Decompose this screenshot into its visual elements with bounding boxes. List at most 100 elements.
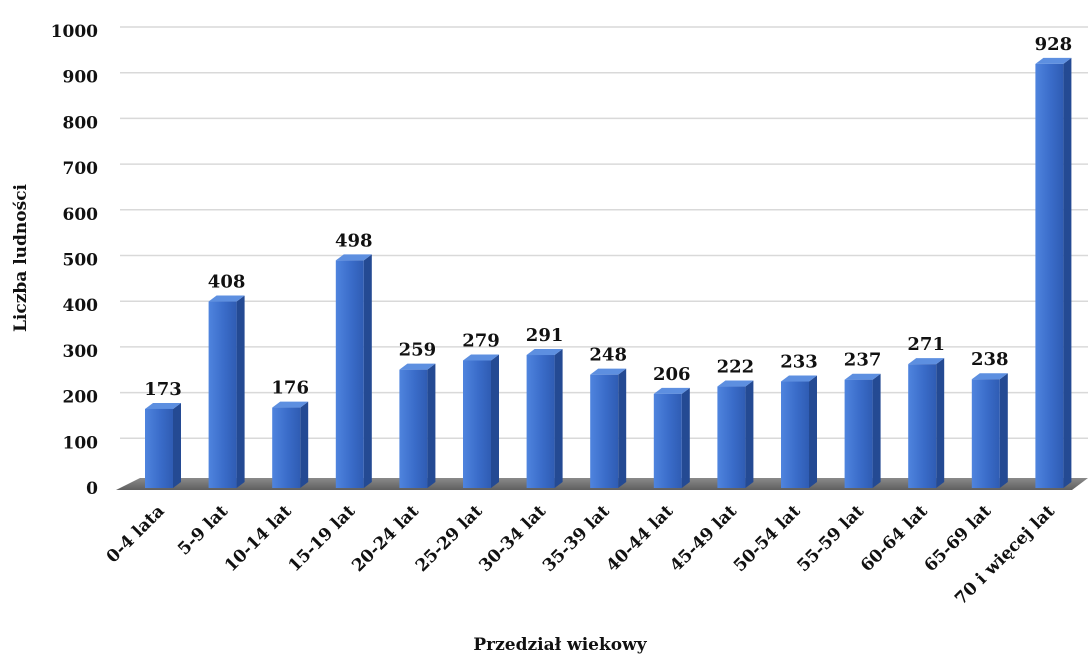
- bar-side: [681, 387, 690, 488]
- y-tick-label: 100: [63, 433, 99, 453]
- bar-front: [844, 379, 873, 488]
- bar-top: [971, 373, 1008, 380]
- bar-top: [781, 375, 817, 382]
- bar: [1035, 57, 1072, 489]
- category-label: 40-44 lat: [603, 501, 678, 576]
- bar-side: [936, 358, 945, 488]
- bar-top: [272, 401, 309, 408]
- bar-top: [908, 358, 945, 365]
- bar-top: [590, 368, 627, 375]
- bar: [844, 373, 881, 488]
- bar: [653, 387, 690, 488]
- bar-top: [208, 295, 245, 302]
- y-tick-label: 700: [63, 159, 99, 179]
- data-label: 408: [208, 272, 246, 293]
- bar: [971, 373, 1008, 488]
- bar-side: [1063, 57, 1072, 489]
- bar: [908, 358, 945, 488]
- bar-side: [809, 375, 817, 488]
- category-label: 0-4 lata: [103, 501, 169, 567]
- bar-side: [236, 295, 245, 488]
- bar-top: [145, 402, 181, 409]
- bar: [399, 363, 436, 488]
- bars: [145, 57, 1072, 489]
- bar-side: [872, 373, 881, 488]
- data-label: 259: [399, 340, 437, 361]
- bar: [335, 254, 372, 488]
- y-tick-labels: 0 100 200 300 400 500 600 700 800 900 1000: [51, 22, 98, 499]
- data-labels: 173 408 176 498 259 279 291 248 206 222 233 237 271 2…: [144, 34, 1072, 400]
- data-label: 928: [1035, 34, 1073, 55]
- y-axis-title: Liczba ludności: [11, 183, 31, 332]
- bar: [272, 401, 309, 488]
- bar: [145, 402, 181, 488]
- bar-front: [208, 301, 237, 488]
- bar-front: [399, 369, 428, 488]
- y-tick-label: 800: [63, 113, 99, 133]
- bar-front: [145, 408, 173, 488]
- bar-front: [272, 407, 301, 488]
- bar-top: [335, 254, 372, 261]
- bar-front: [590, 374, 619, 488]
- category-label: 20-24 lat: [348, 501, 423, 576]
- bar-top: [717, 380, 754, 387]
- bar: [526, 349, 563, 488]
- bar-front: [717, 386, 746, 488]
- bar-top: [844, 373, 881, 380]
- data-label: 238: [971, 349, 1009, 370]
- y-tick-label: 0: [86, 479, 98, 499]
- bar: [208, 295, 245, 488]
- bar-front: [1035, 63, 1064, 489]
- y-tick-label: 600: [63, 205, 99, 225]
- bar-side: [618, 368, 627, 488]
- bar-top: [653, 387, 690, 394]
- bar-side: [554, 349, 563, 488]
- bar-side: [491, 354, 499, 488]
- bar-top: [526, 349, 563, 356]
- bar-side: [999, 373, 1008, 488]
- bar: [590, 368, 627, 488]
- category-label: 55-59 lat: [793, 501, 868, 576]
- data-label: 291: [526, 325, 564, 346]
- category-label: 50-54 lat: [730, 501, 805, 576]
- data-label: 279: [462, 330, 500, 351]
- y-tick-label: 500: [63, 251, 99, 271]
- bar: [717, 380, 754, 488]
- bar-front: [971, 379, 1000, 488]
- bar-front: [653, 393, 682, 488]
- y-tick-label: 400: [63, 296, 99, 316]
- data-label: 173: [144, 379, 182, 400]
- bar-front: [335, 260, 364, 488]
- bar-front: [908, 364, 937, 488]
- category-label: 35-39 lat: [539, 501, 614, 576]
- bar-front: [463, 360, 491, 488]
- y-tick-label: 200: [63, 388, 99, 408]
- y-tick-label: 900: [63, 68, 99, 88]
- bar-side: [300, 401, 309, 488]
- bar-side: [363, 254, 372, 488]
- bar-side: [745, 380, 754, 488]
- category-label: 10-14 lat: [221, 501, 296, 576]
- x-axis-title: Przedział wiekowy: [473, 635, 647, 655]
- bar-top: [1035, 57, 1072, 64]
- bar-front: [526, 355, 555, 488]
- gridlines: [120, 26, 1088, 440]
- category-label: 5-9 lat: [174, 501, 232, 559]
- y-tick-label: 300: [63, 342, 99, 362]
- data-label: 248: [589, 345, 627, 366]
- bar-top: [463, 354, 499, 361]
- bar: [463, 354, 499, 488]
- category-label: 30-34 lat: [475, 501, 550, 576]
- data-label: 498: [335, 230, 373, 251]
- data-label: 237: [844, 350, 882, 371]
- bar-top: [399, 363, 436, 370]
- y-tick-label: 1000: [51, 22, 98, 42]
- data-label: 222: [717, 357, 755, 378]
- data-label: 176: [271, 378, 309, 399]
- category-label: 15-19 lat: [285, 501, 360, 576]
- category-label: 25-29 lat: [412, 501, 487, 576]
- category-label: 45-49 lat: [666, 501, 741, 576]
